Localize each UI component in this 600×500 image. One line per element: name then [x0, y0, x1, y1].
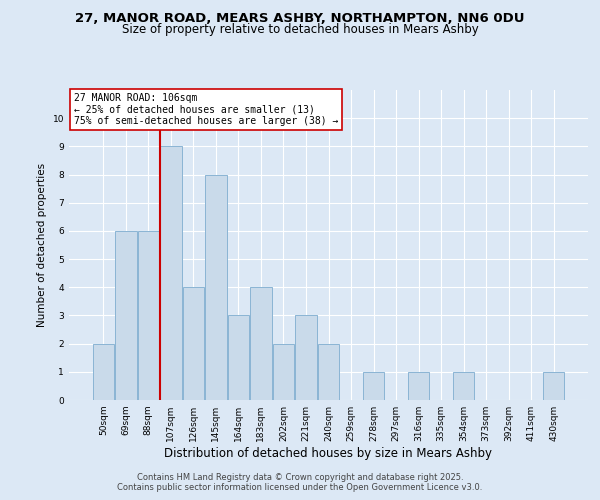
Bar: [273, 344, 294, 400]
X-axis label: Distribution of detached houses by size in Mears Ashby: Distribution of detached houses by size …: [164, 447, 493, 460]
Bar: [363, 372, 384, 400]
Bar: [250, 288, 272, 400]
Bar: [160, 146, 182, 400]
Bar: [543, 372, 565, 400]
Bar: [318, 344, 339, 400]
Bar: [408, 372, 429, 400]
Text: 27 MANOR ROAD: 106sqm
← 25% of detached houses are smaller (13)
75% of semi-deta: 27 MANOR ROAD: 106sqm ← 25% of detached …: [74, 93, 338, 126]
Text: Size of property relative to detached houses in Mears Ashby: Size of property relative to detached ho…: [122, 24, 478, 36]
Bar: [182, 288, 204, 400]
Bar: [205, 174, 227, 400]
Bar: [453, 372, 475, 400]
Text: Contains HM Land Registry data © Crown copyright and database right 2025.: Contains HM Land Registry data © Crown c…: [137, 472, 463, 482]
Text: 27, MANOR ROAD, MEARS ASHBY, NORTHAMPTON, NN6 0DU: 27, MANOR ROAD, MEARS ASHBY, NORTHAMPTON…: [75, 12, 525, 26]
Bar: [92, 344, 114, 400]
Bar: [137, 231, 159, 400]
Bar: [115, 231, 137, 400]
Bar: [295, 316, 317, 400]
Text: Contains public sector information licensed under the Open Government Licence v3: Contains public sector information licen…: [118, 484, 482, 492]
Bar: [228, 316, 249, 400]
Y-axis label: Number of detached properties: Number of detached properties: [37, 163, 47, 327]
